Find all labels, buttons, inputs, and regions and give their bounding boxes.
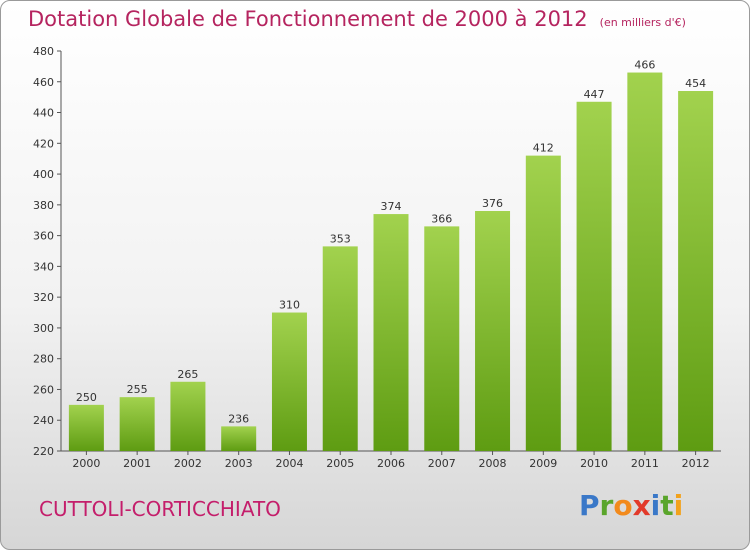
x-tick-label: 2010: [580, 457, 608, 470]
y-tick-label: 460: [33, 76, 54, 89]
x-tick-label: 2001: [123, 457, 151, 470]
bar-2002[interactable]: [170, 381, 206, 451]
bar-2010[interactable]: [576, 101, 612, 452]
y-tick-label: 280: [33, 353, 54, 366]
x-tick-label: 2007: [428, 457, 456, 470]
data-label: 366: [431, 212, 452, 225]
data-label: 376: [482, 197, 503, 210]
x-tick-label: 2004: [275, 457, 303, 470]
bar-2012[interactable]: [678, 91, 714, 451]
commune-name: CUTTOLI-CORTICCHIATO: [39, 497, 281, 521]
y-tick-label: 380: [33, 199, 54, 212]
chart-title: Dotation Globale de Fonctionnement de 20…: [28, 7, 686, 31]
logo-letter: x: [632, 489, 651, 522]
logo-letter: t: [660, 489, 674, 522]
chart-title-text: Dotation Globale de Fonctionnement de 20…: [28, 7, 588, 31]
y-tick-label: 260: [33, 383, 54, 396]
y-tick-label: 420: [33, 137, 54, 150]
logo-letter: o: [613, 489, 633, 522]
chart-axes: 220 240 260 280 300 320 340 360 380 400 420 440 460 4…: [33, 45, 721, 458]
logo-letter: r: [599, 489, 614, 522]
bar-2003[interactable]: [221, 426, 257, 451]
x-tick-label: 2006: [377, 457, 405, 470]
data-label: 466: [634, 59, 655, 72]
y-tick-label: 480: [33, 45, 54, 58]
bar-2007[interactable]: [424, 226, 460, 451]
chart-bars: [68, 72, 714, 452]
data-label: 412: [533, 142, 554, 155]
data-label: 374: [381, 200, 402, 213]
x-tick-label: 2000: [72, 457, 100, 470]
logo-letter: i: [673, 489, 684, 522]
data-label: 353: [330, 232, 351, 245]
data-label: 265: [177, 368, 198, 381]
x-tick-label: 2012: [682, 457, 710, 470]
bar-2009[interactable]: [525, 155, 561, 451]
x-tick-label: 2008: [479, 457, 507, 470]
data-label: 454: [685, 77, 706, 90]
chart-subtitle: (en milliers d'€): [599, 16, 686, 29]
proxiti-logo[interactable]: Proxiti: [579, 489, 683, 522]
y-tick-label: 440: [33, 107, 54, 120]
x-tick-label: 2009: [529, 457, 557, 470]
y-tick-label: 400: [33, 168, 54, 181]
logo-letter: i: [650, 489, 661, 522]
x-tick-label: 2002: [174, 457, 202, 470]
x-tick-label: 2003: [225, 457, 253, 470]
data-label: 310: [279, 299, 300, 312]
x-tick-label: 2005: [326, 457, 354, 470]
chart-labels: 2000 250 2001 255 2002 265 2003 236 2004 310 2005 3…: [72, 59, 709, 470]
bar-2005[interactable]: [322, 246, 358, 451]
bar-2006[interactable]: [373, 214, 409, 451]
bar-2001[interactable]: [119, 397, 155, 451]
x-tick-label: 2011: [631, 457, 659, 470]
y-tick-label: 220: [33, 445, 54, 458]
y-tick-label: 360: [33, 230, 54, 243]
bar-2008[interactable]: [475, 211, 511, 451]
data-label: 236: [228, 412, 249, 425]
data-label: 255: [127, 383, 148, 396]
y-tick-label: 300: [33, 322, 54, 335]
bar-2011[interactable]: [627, 72, 663, 452]
y-tick-label: 240: [33, 414, 54, 427]
bar-2000[interactable]: [68, 404, 104, 451]
logo-letter: P: [579, 489, 600, 522]
y-tick-label: 340: [33, 260, 54, 273]
data-label: 447: [584, 88, 605, 101]
y-tick-label: 320: [33, 291, 54, 304]
data-label: 250: [76, 391, 97, 404]
bar-2004[interactable]: [271, 312, 307, 451]
